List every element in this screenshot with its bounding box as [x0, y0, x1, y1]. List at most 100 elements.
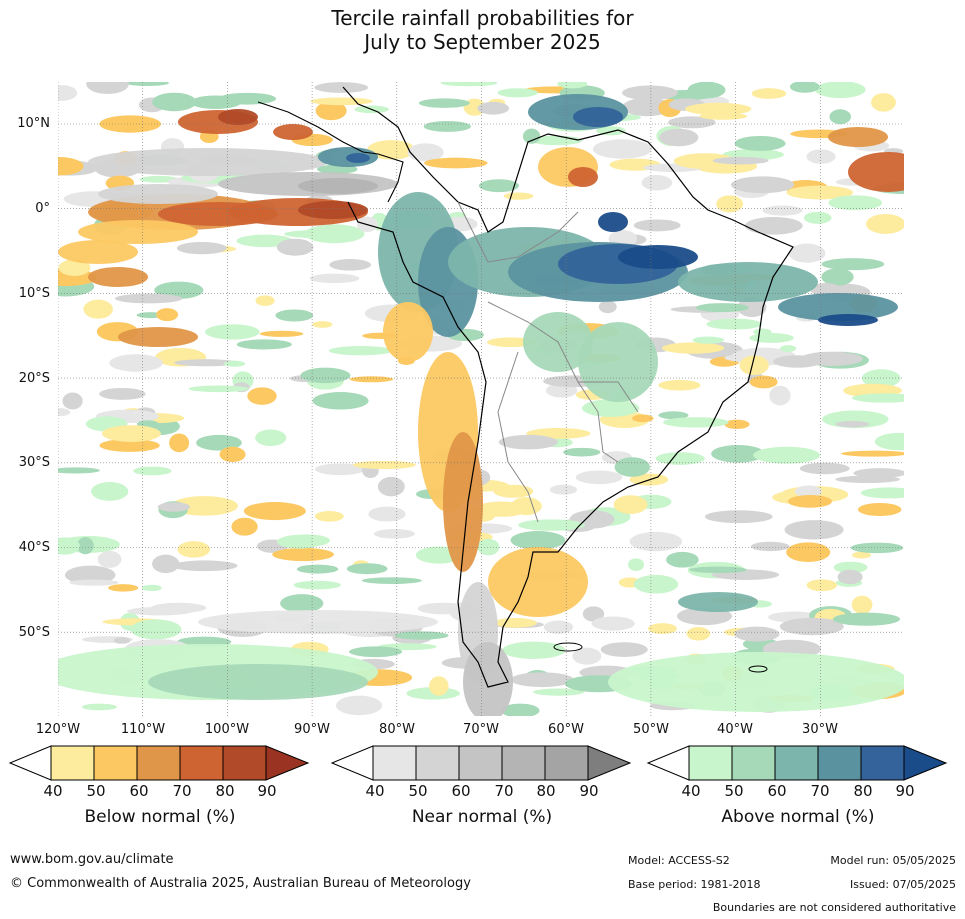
below-tick-40: 40 — [43, 782, 63, 800]
lon-label-50w: 50°W — [633, 722, 669, 737]
near-tick-90: 90 — [579, 782, 599, 800]
near-over-triangle — [587, 745, 632, 781]
signal-patch — [315, 463, 366, 476]
near-segment-2 — [415, 745, 460, 781]
signal-patch — [58, 157, 84, 176]
signal-patch — [510, 672, 574, 688]
probability-map — [58, 82, 904, 716]
signal-patch — [169, 433, 190, 453]
probability-region — [848, 152, 904, 192]
signal-patch — [293, 580, 341, 590]
lat-label-50s: 50°S — [18, 625, 50, 640]
near-under-triangle — [330, 745, 374, 781]
above-segment-5 — [860, 745, 905, 781]
signal-patch — [407, 143, 444, 162]
signal-patch — [591, 616, 635, 631]
signal-patch — [874, 432, 904, 451]
signal-patch — [296, 564, 339, 574]
signal-patch — [622, 85, 678, 101]
signal-patch — [58, 85, 78, 101]
probability-region — [443, 432, 483, 572]
signal-patch — [497, 88, 538, 98]
signal-patch — [188, 385, 249, 393]
signal-patch — [97, 550, 122, 568]
signal-patch — [704, 510, 773, 524]
below-segment-3 — [136, 745, 181, 781]
probability-region — [346, 153, 370, 163]
copyright-text: © Commonwealth of Australia 2025, Austra… — [10, 876, 471, 891]
signal-patch — [510, 497, 542, 516]
signal-patch — [81, 703, 117, 711]
signal-patch — [563, 447, 601, 457]
probability-region — [198, 610, 438, 634]
south-america-coastline — [342, 86, 794, 688]
signal-patch — [695, 303, 749, 313]
signal-patch — [176, 241, 227, 255]
above-segment-3 — [774, 745, 819, 781]
signal-patch — [533, 688, 584, 696]
signal-patch — [833, 561, 868, 574]
signal-patch — [784, 520, 844, 540]
signal-patch — [744, 216, 803, 235]
signal-patch — [99, 387, 146, 400]
probability-region — [298, 201, 368, 219]
near-tick-40: 40 — [365, 782, 385, 800]
signal-patch — [860, 487, 904, 499]
probability-region — [573, 107, 623, 127]
signal-patch — [522, 128, 541, 144]
country-border — [497, 351, 539, 523]
signal-patch — [789, 82, 820, 93]
signal-patch — [762, 205, 803, 216]
signal-patch — [141, 584, 162, 592]
signal-patch — [648, 623, 677, 635]
signal-patch — [871, 93, 896, 112]
signal-patch — [58, 467, 100, 474]
signal-patch — [440, 82, 498, 87]
signal-patch — [247, 387, 277, 405]
below-segment-4 — [179, 745, 224, 781]
signal-patch — [751, 88, 787, 99]
colorbar-above-normal — [646, 745, 948, 781]
signal-patch — [799, 462, 850, 475]
signal-patch — [113, 637, 131, 644]
signal-patch — [190, 95, 242, 109]
signal-patch — [779, 617, 844, 636]
signal-patch — [243, 502, 306, 521]
signal-patch — [236, 339, 292, 350]
signal-patch — [658, 379, 701, 391]
signal-patch — [328, 346, 393, 356]
probability-region — [383, 302, 433, 362]
signal-patch — [629, 531, 683, 552]
probability-region — [58, 240, 138, 264]
signal-patch — [493, 617, 537, 628]
signal-patch — [835, 420, 870, 428]
below-tick-80: 80 — [215, 782, 235, 800]
signal-patch — [572, 647, 602, 665]
signal-patch — [806, 149, 836, 164]
signal-patch — [832, 612, 901, 626]
signal-patch — [837, 569, 863, 585]
signal-patch — [829, 109, 852, 125]
above-segment-2 — [731, 745, 776, 781]
lon-label-90w: 90°W — [294, 722, 330, 737]
signal-patch — [613, 495, 648, 514]
colorbar-above-title: Above normal (%) — [721, 807, 875, 827]
below-tick-90: 90 — [257, 782, 277, 800]
above-under-triangle — [646, 745, 690, 781]
signal-patch — [417, 602, 469, 615]
signal-patch — [314, 511, 344, 522]
signal-patch — [115, 293, 183, 304]
above-tick-80: 80 — [853, 782, 873, 800]
signal-patch — [58, 537, 80, 555]
probability-region — [148, 664, 368, 700]
probability-shading — [58, 82, 904, 716]
signal-patch — [661, 342, 725, 354]
signal-patch — [861, 369, 901, 388]
signal-patch — [424, 157, 488, 169]
probability-region — [568, 167, 598, 187]
signal-patch — [549, 484, 578, 495]
signal-patch — [156, 308, 179, 322]
lon-label-80w: 80°W — [379, 722, 415, 737]
signal-patch — [101, 425, 161, 442]
signal-patch — [685, 102, 752, 116]
